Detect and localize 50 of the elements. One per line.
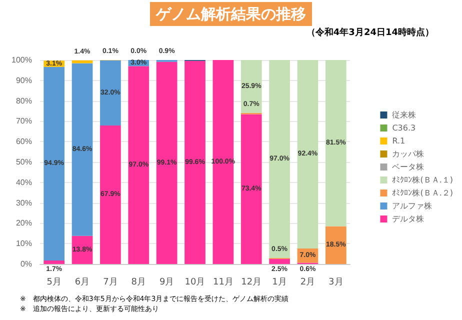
y-tick-label: 0%: [20, 260, 32, 268]
x-tick-label: 12月: [241, 278, 262, 288]
bar: [100, 125, 121, 264]
chart-title: ゲノム解析結果の推移: [150, 2, 312, 26]
y-tick-label: 40%: [16, 178, 32, 187]
bar: [325, 60, 346, 226]
y-tick-label: 60%: [16, 137, 32, 146]
legend-label: デルタ株: [392, 214, 424, 224]
y-tick-label: 70%: [16, 116, 32, 126]
x-tick-label: 10月: [184, 278, 206, 288]
bar: [269, 60, 290, 258]
legend-label: 従来株: [392, 110, 416, 120]
y-tick-label: 100%: [12, 56, 32, 64]
x-tick-label: 5月: [46, 278, 62, 288]
y-tick-label: 90%: [16, 76, 32, 85]
x-tick-label: 6月: [74, 278, 90, 288]
bar: [44, 260, 65, 264]
text: （令和4年3月24日14時時点）: [305, 26, 435, 40]
bar: [212, 60, 234, 264]
x-tick-label: 9月: [159, 278, 174, 288]
bar: [156, 62, 178, 264]
bar: [240, 60, 262, 113]
y-tick-label: 10%: [16, 239, 32, 248]
bar: [240, 114, 262, 264]
y-tick-label: 20%: [16, 218, 32, 228]
legend-label: ベータ株: [392, 162, 424, 172]
bar: [72, 63, 93, 236]
x-tick-label: 2月: [300, 278, 316, 288]
x-tick-label: 3月: [328, 278, 344, 288]
x-tick-label: 11月: [212, 278, 234, 288]
legend-label: カッパ株: [392, 150, 424, 158]
bar: [72, 60, 93, 64]
bar: [184, 60, 206, 264]
bar: [269, 258, 290, 264]
y-tick-label: 30%: [16, 198, 32, 208]
x-tick-label: 1月: [272, 278, 287, 288]
bar: [100, 60, 121, 126]
legend-label: ｵﾐｸﾛﾝ株(ＢＡ.１): [392, 176, 454, 184]
bar: [297, 60, 318, 248]
legend-label: R.1: [392, 136, 406, 146]
x-tick-label: 8月: [131, 278, 146, 288]
bar: [128, 66, 150, 264]
legend-label: アルファ株: [392, 202, 432, 210]
bar: [325, 226, 346, 264]
y-tick-label: 80%: [16, 96, 32, 106]
bar: [44, 66, 65, 261]
legend-label: ｵﾐｸﾛﾝ株(ＢＡ.２): [392, 188, 454, 198]
y-tick-label: 50%: [16, 158, 32, 166]
legend-label: C36.3: [392, 124, 416, 132]
x-tick-label: 7月: [103, 278, 118, 288]
